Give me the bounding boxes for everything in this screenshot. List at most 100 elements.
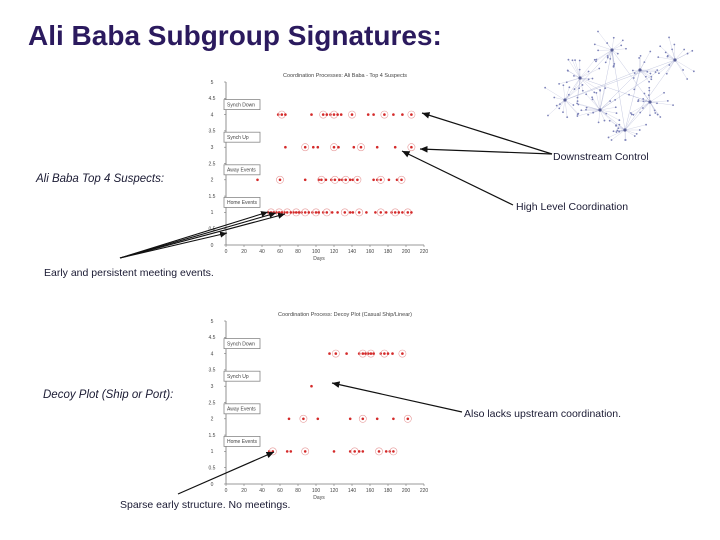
y-tick-label: 4.5 (209, 96, 216, 102)
event-point (332, 145, 336, 149)
arrow-sparse (177, 451, 275, 495)
event-point (343, 211, 347, 214)
event-point (410, 211, 413, 214)
network-node (643, 92, 646, 95)
event-point (348, 450, 352, 453)
network-edge (630, 101, 651, 114)
network-edge (649, 101, 656, 114)
x-tick-label: 40 (259, 488, 265, 494)
event-point (333, 178, 337, 182)
y-tick-label: 0 (211, 243, 214, 249)
series-label-box: Home Events (223, 435, 261, 447)
network-edge (592, 97, 601, 111)
event-point-halo (389, 447, 398, 456)
y-tick-label: 2 (211, 178, 214, 184)
event-point (406, 417, 410, 421)
network-edge (611, 129, 626, 141)
network-node (633, 88, 636, 91)
network-edge (599, 107, 616, 111)
network-edge (568, 59, 581, 79)
network-node (672, 104, 674, 107)
network-node (609, 57, 612, 60)
network-node (585, 106, 588, 109)
decoy-plot-chart: Coordination Process: Decoy Plot (Casual… (209, 312, 429, 501)
y-tick-label: 5 (211, 319, 214, 325)
event-point (303, 145, 307, 149)
network-node (604, 61, 607, 64)
x-tick-label: 120 (330, 488, 339, 494)
network-node (580, 109, 583, 112)
x-tick-label: 40 (259, 249, 265, 255)
x-tick-label: 200 (402, 488, 411, 494)
network-node (547, 114, 549, 117)
event-point-halo (376, 208, 385, 217)
network-edge (545, 87, 566, 101)
network-edge (574, 60, 581, 79)
event-point (277, 211, 281, 214)
network-node (638, 129, 641, 131)
event-point (345, 352, 348, 355)
event-point (393, 145, 397, 149)
series-label-box: Synch Down (223, 338, 261, 350)
network-node (614, 106, 617, 109)
event-point (302, 417, 305, 421)
network-node (604, 87, 607, 90)
annotation-top4-suspects: Ali Baba Top 4 Suspects: (36, 173, 165, 185)
network-node (666, 55, 669, 58)
network-node (585, 108, 587, 111)
network-edge (649, 101, 661, 118)
event-point (374, 211, 377, 214)
network-node (631, 69, 634, 72)
y-tick-label: 4 (211, 112, 214, 118)
network-edge (579, 71, 589, 79)
network-edge (559, 77, 581, 85)
event-point-halo (358, 414, 367, 423)
event-point (320, 178, 323, 182)
event-point (336, 113, 339, 116)
x-tick-label: 120 (330, 249, 339, 255)
network-node (649, 114, 651, 117)
network-edge (599, 109, 617, 126)
network-edge (577, 103, 601, 111)
event-point-halo (340, 208, 349, 217)
network-node (615, 131, 618, 133)
x-axis-label: Days (313, 256, 325, 262)
network-edge (624, 129, 635, 137)
network-edge (599, 99, 616, 111)
network-node (654, 112, 657, 114)
network-edge (639, 69, 652, 77)
arrow-high-level (401, 150, 514, 206)
x-tick-label: 20 (241, 488, 247, 494)
event-point (361, 450, 365, 453)
network-edge (638, 99, 651, 103)
y-tick-label: 2.5 (209, 400, 216, 406)
network-node (566, 116, 569, 119)
series-label: Away Events (227, 168, 256, 174)
annotation-sparse-structure: Sparse early structure. No meetings. (120, 499, 291, 511)
network-edge (674, 59, 688, 80)
series-label-box: Home Events (223, 196, 261, 208)
network-node (610, 139, 613, 141)
network-node (629, 112, 632, 114)
event-point-halo (407, 110, 416, 119)
network-node (573, 88, 576, 91)
network-node (572, 104, 575, 106)
network-edge (639, 69, 656, 73)
network-edge (564, 87, 570, 101)
network-edge (674, 59, 694, 72)
network-node (632, 77, 635, 79)
network-edge (599, 109, 605, 121)
event-point (324, 178, 328, 182)
network-edge (608, 129, 626, 138)
series-label: Home Events (227, 200, 258, 206)
series-label-box: Away Events (223, 164, 261, 176)
series-label-box: Synch Down (223, 99, 261, 110)
event-point (334, 352, 338, 355)
network-edge (624, 129, 637, 135)
event-point (284, 113, 287, 116)
annotation-downstream-control: Downstream Control (553, 151, 649, 163)
event-point (344, 178, 348, 182)
network-edge (577, 109, 601, 117)
x-tick-label: 180 (384, 249, 393, 255)
